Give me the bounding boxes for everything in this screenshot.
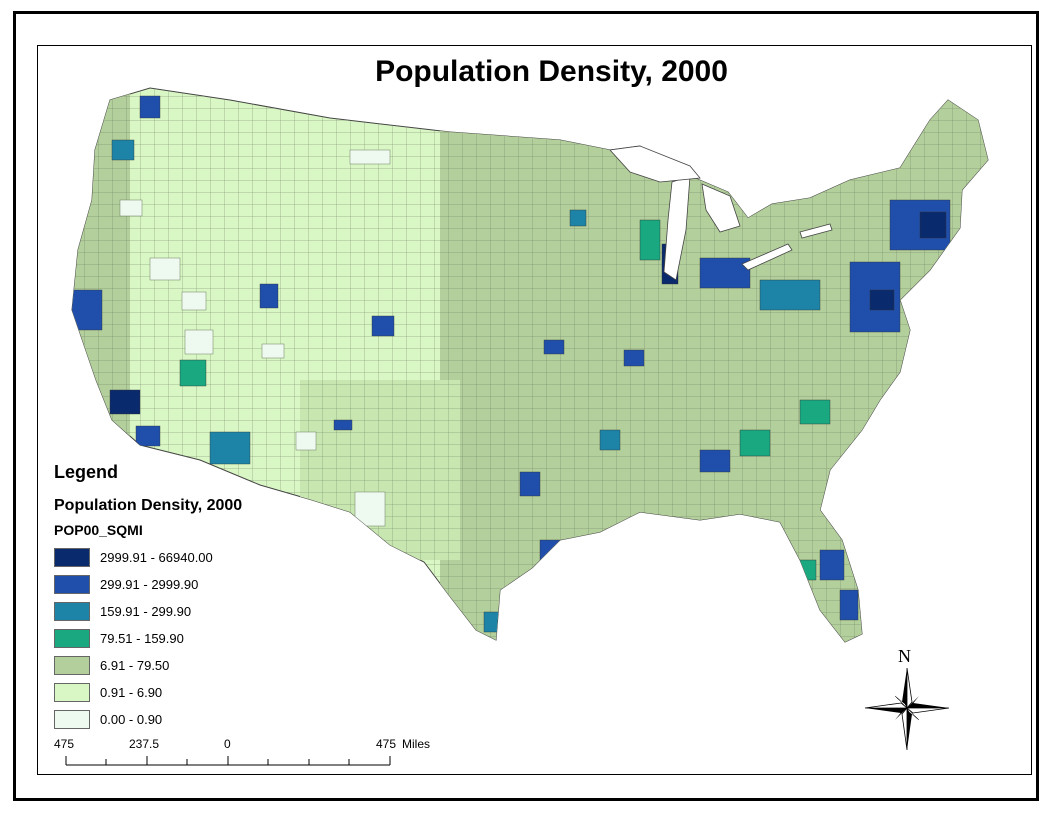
scalebar-label: 237.5 [129,737,160,751]
dense-county [483,611,505,633]
map-inner-frame [37,45,1032,775]
dense-county [519,471,541,497]
legend-row: 159.91 - 299.90 [54,598,314,625]
sparse-county [181,291,207,311]
scalebar-label: 475 [376,737,397,751]
scalebar-units: Miles [402,737,431,751]
legend-class-label: 2999.91 - 66940.00 [100,550,213,565]
legend-row: 2999.91 - 66940.00 [54,544,314,571]
dense-county [799,399,831,425]
sparse-county [119,199,143,217]
dense-county [819,549,845,581]
legend-class-label: 159.91 - 299.90 [100,604,192,619]
dense-county [639,219,661,261]
lake-erie [741,243,793,271]
dense-county [139,95,161,119]
legend-swatch [54,575,90,594]
sparse-county [184,329,214,355]
legend: Legend Population Density, 2000 POP00_SQ… [54,462,314,733]
legend-class-label: 79.51 - 159.90 [100,631,184,646]
north-label: N [898,646,911,666]
sparse-county [349,149,391,165]
dense-county [569,209,587,227]
legend-row: 0.91 - 6.90 [54,679,314,706]
legend-swatch [54,683,90,702]
legend-row: 6.91 - 79.50 [54,652,314,679]
legend-heading: Legend [54,462,119,482]
dense-county [135,425,161,447]
north-arrow-icon [864,667,950,751]
dense-county [259,283,279,309]
legend-swatch [54,629,90,648]
legend-swatch [54,710,90,729]
sparse-county [261,343,285,359]
dense-county [599,429,621,451]
dense-county [371,315,395,337]
sparse-county [295,431,317,451]
dense-county [333,419,353,431]
legend-class-label: 6.91 - 79.50 [100,658,170,673]
dense-county [543,339,565,355]
legend-row: 299.91 - 2999.90 [54,571,314,598]
legend-class-label: 0.91 - 6.90 [100,685,163,700]
dense-county [919,211,947,239]
legend-swatch [54,602,90,621]
legend-class-label: 299.91 - 2999.90 [100,577,199,592]
map-outer-frame [13,11,1039,801]
dense-county [739,429,771,457]
dense-county [869,289,895,311]
lake-ontario [799,223,833,239]
dense-county [539,539,567,565]
dense-county [72,289,103,331]
legend-field-name: POP00_SQMI [54,522,143,538]
scalebar-graphic [65,756,391,766]
dense-county [699,257,751,289]
legend-row: 79.51 - 159.90 [54,625,314,652]
dense-county [839,589,859,621]
dense-county [699,449,731,473]
dense-county [179,359,207,387]
dense-county [111,139,135,161]
dense-county [109,389,141,415]
lake-superior [609,145,701,183]
lake-huron [701,183,741,233]
legend-swatch [54,656,90,675]
dense-county [209,431,251,465]
map-title: Population Density, 2000 [375,55,728,88]
legend-class-label: 0.00 - 0.90 [100,712,163,727]
scalebar-label: 0 [224,737,231,751]
legend-swatch [54,548,90,567]
dense-county [759,279,821,311]
sparse-county [149,257,181,281]
dense-county [623,349,645,367]
legend-row: 0.00 - 0.90 [54,706,314,733]
scalebar-label: 475 [54,737,75,751]
sparse-county [354,491,386,527]
dense-county [799,559,817,581]
legend-layer-title: Population Density, 2000 [54,497,243,514]
